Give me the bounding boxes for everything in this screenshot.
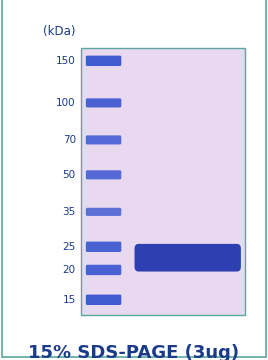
Text: 15% SDS-PAGE (3ug): 15% SDS-PAGE (3ug) <box>28 344 240 360</box>
Text: (kDa): (kDa) <box>43 25 76 38</box>
Text: 70: 70 <box>63 135 76 145</box>
FancyBboxPatch shape <box>86 170 121 179</box>
FancyBboxPatch shape <box>86 135 121 144</box>
FancyBboxPatch shape <box>135 244 241 271</box>
Text: 25: 25 <box>62 242 76 252</box>
FancyBboxPatch shape <box>86 242 121 252</box>
Text: 20: 20 <box>63 265 76 275</box>
Text: 50: 50 <box>63 170 76 180</box>
FancyBboxPatch shape <box>86 208 121 216</box>
Text: 15: 15 <box>62 295 76 305</box>
FancyBboxPatch shape <box>86 265 121 275</box>
Text: 100: 100 <box>56 98 76 108</box>
FancyBboxPatch shape <box>81 48 245 315</box>
Text: 35: 35 <box>62 207 76 217</box>
Text: 150: 150 <box>56 56 76 66</box>
FancyBboxPatch shape <box>86 294 121 305</box>
FancyBboxPatch shape <box>86 98 121 108</box>
FancyBboxPatch shape <box>86 56 121 66</box>
